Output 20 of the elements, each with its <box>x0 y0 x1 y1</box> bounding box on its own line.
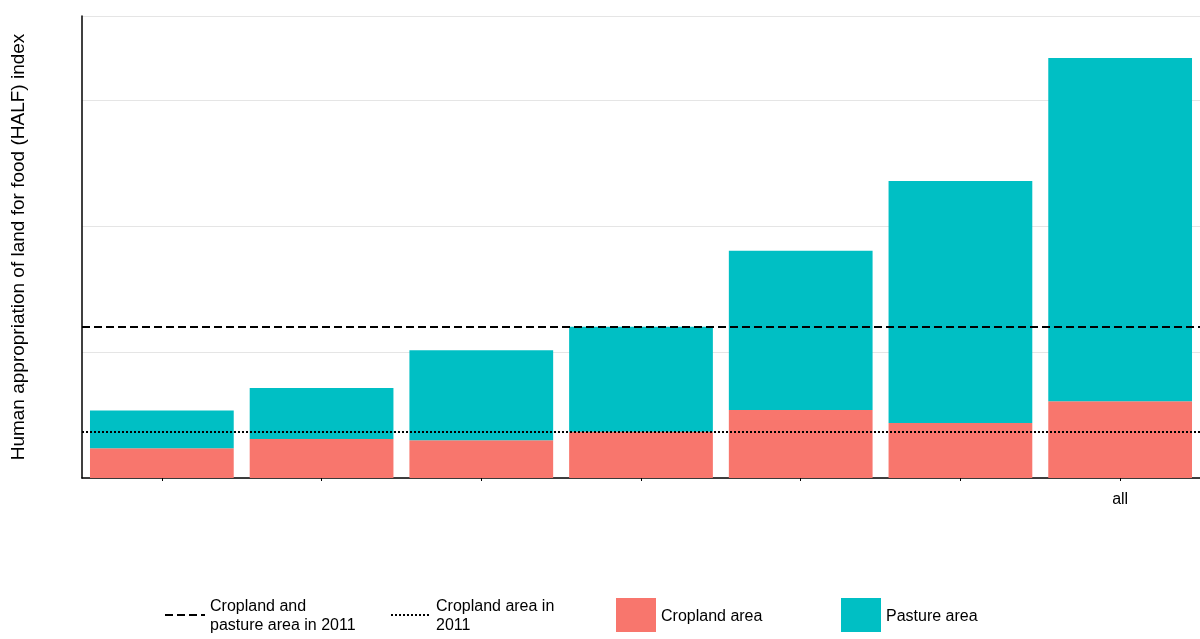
bar <box>728 409 873 478</box>
x-tick-label: all <box>1112 489 1129 507</box>
bar <box>1048 58 1193 402</box>
legend-label: Pasture area <box>886 606 978 624</box>
legend-label: Cropland and pasture area in 2011 <box>210 597 356 633</box>
bar <box>888 422 1033 478</box>
legend-label: Cropland area <box>661 606 763 624</box>
bar <box>569 431 713 478</box>
bar <box>409 440 554 478</box>
bar <box>409 350 554 441</box>
bar <box>728 250 873 410</box>
bar <box>89 410 234 449</box>
bar <box>569 326 713 432</box>
bar <box>249 388 394 439</box>
bar <box>89 448 234 478</box>
legend-label: Cropland area in 2011 <box>436 597 559 633</box>
bar <box>888 181 1033 423</box>
bar <box>1048 401 1193 478</box>
y-axis-title: Human appropriation of land for food (HALF) index <box>7 33 28 461</box>
bar <box>249 438 394 478</box>
